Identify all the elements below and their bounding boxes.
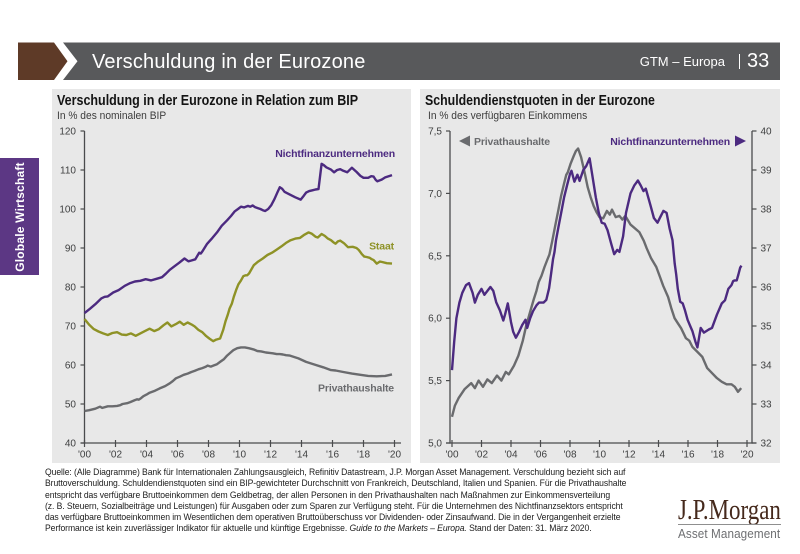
svg-text:40: 40 [761, 127, 773, 138]
svg-text:'10: '10 [593, 450, 606, 461]
svg-text:'12: '12 [622, 450, 635, 461]
svg-text:'18: '18 [357, 450, 370, 461]
svg-text:'18: '18 [711, 450, 724, 461]
svg-text:33: 33 [761, 400, 773, 411]
svg-text:'20: '20 [388, 450, 401, 461]
svg-text:Nichtfinanzunternehmen: Nichtfinanzunternehmen [275, 148, 395, 160]
svg-text:7,5: 7,5 [428, 127, 442, 138]
svg-text:'06: '06 [171, 450, 184, 461]
svg-text:'06: '06 [534, 450, 547, 461]
svg-text:39: 39 [761, 166, 773, 177]
svg-text:'02: '02 [475, 450, 488, 461]
svg-text:'20: '20 [740, 450, 753, 461]
svg-text:6,0: 6,0 [428, 314, 442, 325]
svg-text:32: 32 [761, 439, 773, 450]
svg-text:'08: '08 [563, 450, 576, 461]
svg-text:Nichtfinanzunternehmen: Nichtfinanzunternehmen [610, 136, 730, 148]
svg-text:'00: '00 [445, 450, 458, 461]
svg-text:5,5: 5,5 [428, 376, 442, 387]
svg-text:110: 110 [60, 166, 76, 177]
svg-text:'00: '00 [78, 450, 91, 461]
svg-text:'08: '08 [202, 450, 215, 461]
svg-text:'14: '14 [652, 450, 665, 461]
svg-text:40: 40 [65, 439, 77, 450]
svg-text:36: 36 [761, 283, 773, 294]
svg-text:35: 35 [761, 322, 773, 333]
svg-text:'16: '16 [326, 450, 339, 461]
svg-text:70: 70 [65, 322, 77, 333]
svg-text:100: 100 [59, 205, 76, 216]
svg-text:'10: '10 [233, 450, 246, 461]
svg-text:'12: '12 [264, 450, 277, 461]
svg-text:6,5: 6,5 [428, 251, 442, 262]
svg-text:120: 120 [59, 127, 76, 138]
svg-text:Privathaushalte: Privathaushalte [318, 383, 394, 395]
svg-text:7,0: 7,0 [428, 189, 442, 200]
svg-text:'04: '04 [504, 450, 517, 461]
svg-text:'16: '16 [681, 450, 694, 461]
svg-text:'14: '14 [295, 450, 308, 461]
svg-text:34: 34 [761, 361, 773, 372]
svg-text:5,0: 5,0 [428, 439, 442, 450]
svg-text:'04: '04 [140, 450, 153, 461]
svg-text:60: 60 [65, 361, 77, 372]
svg-text:Privathaushalte: Privathaushalte [474, 136, 550, 148]
svg-text:80: 80 [65, 283, 77, 294]
svg-text:90: 90 [65, 244, 77, 255]
svg-text:'02: '02 [109, 450, 122, 461]
svg-text:Staat: Staat [369, 241, 395, 253]
svg-text:37: 37 [761, 244, 773, 255]
svg-text:38: 38 [761, 205, 773, 216]
svg-text:50: 50 [65, 400, 77, 411]
